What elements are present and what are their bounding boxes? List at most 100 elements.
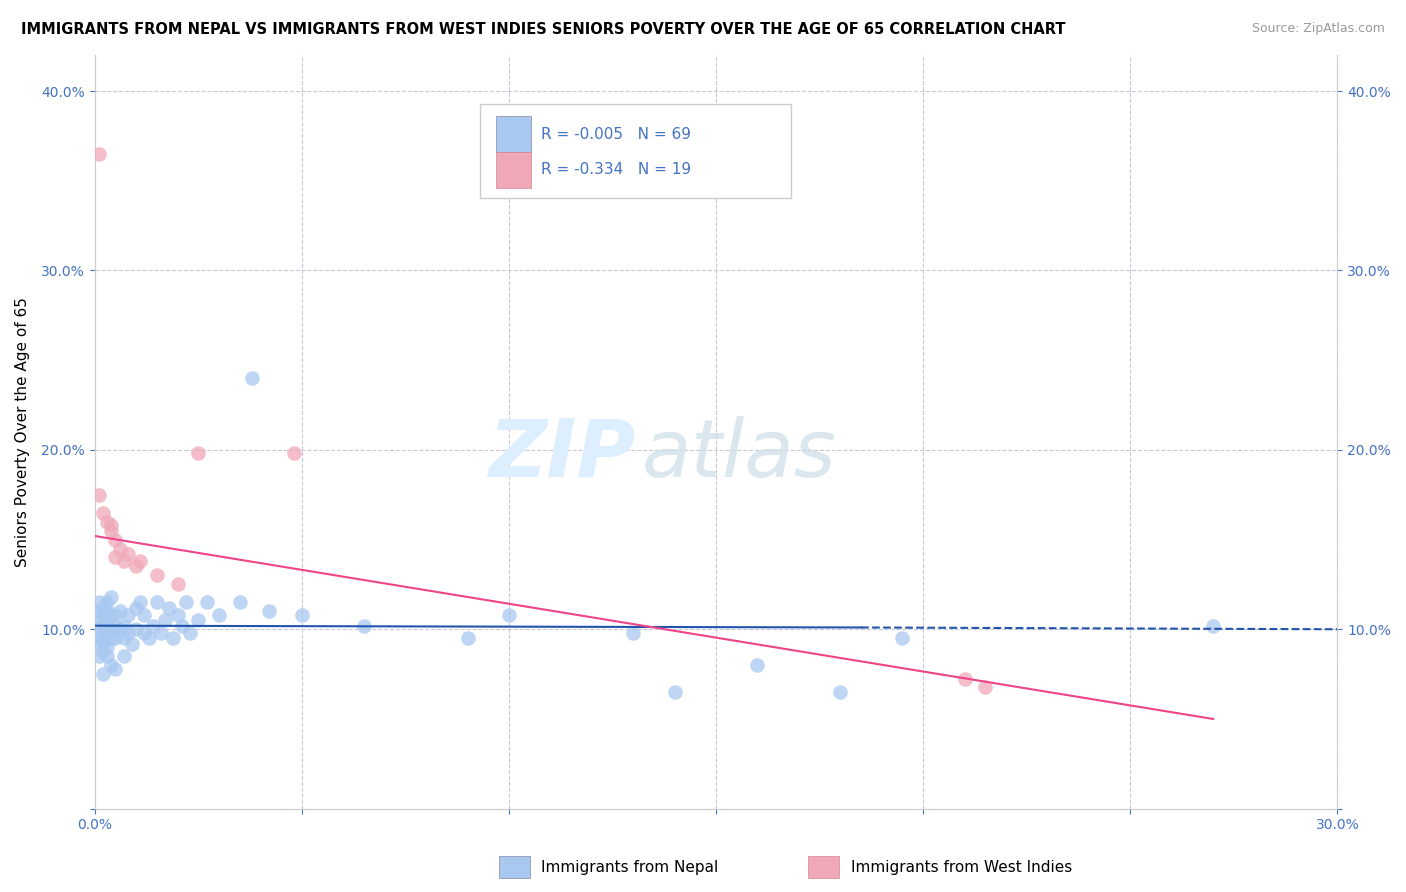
Point xyxy=(100,524,122,538)
Point xyxy=(953,673,976,687)
Text: Source: ZipAtlas.com: Source: ZipAtlas.com xyxy=(1251,22,1385,36)
Point xyxy=(87,604,110,618)
Point xyxy=(100,518,122,533)
Point xyxy=(146,568,169,582)
Point xyxy=(87,595,110,609)
Point xyxy=(162,632,184,646)
Y-axis label: Seniors Poverty Over the Age of 65: Seniors Poverty Over the Age of 65 xyxy=(15,297,30,566)
Point xyxy=(96,640,118,655)
Point xyxy=(353,618,375,632)
Point xyxy=(96,604,118,618)
Text: R = -0.334   N = 19: R = -0.334 N = 19 xyxy=(541,162,690,178)
Point xyxy=(208,607,231,622)
Point xyxy=(100,658,122,673)
Point xyxy=(100,622,122,636)
Point xyxy=(104,533,127,547)
Point xyxy=(664,685,686,699)
Point xyxy=(87,632,110,646)
Text: IMMIGRANTS FROM NEPAL VS IMMIGRANTS FROM WEST INDIES SENIORS POVERTY OVER THE AG: IMMIGRANTS FROM NEPAL VS IMMIGRANTS FROM… xyxy=(21,22,1066,37)
Point xyxy=(125,622,148,636)
Point xyxy=(104,618,127,632)
Point xyxy=(187,613,209,627)
Point xyxy=(91,667,114,681)
Point xyxy=(96,515,118,529)
Point xyxy=(125,600,148,615)
Point xyxy=(112,632,135,646)
Point xyxy=(104,662,127,676)
Point xyxy=(240,371,263,385)
Text: atlas: atlas xyxy=(641,416,837,493)
Point xyxy=(134,607,156,622)
Point xyxy=(96,649,118,664)
Point xyxy=(108,622,131,636)
Point xyxy=(112,649,135,664)
Point xyxy=(257,604,280,618)
Point xyxy=(179,625,201,640)
Point xyxy=(134,625,156,640)
Point xyxy=(291,607,314,622)
Point xyxy=(91,625,114,640)
Text: Immigrants from Nepal: Immigrants from Nepal xyxy=(541,860,718,874)
Point xyxy=(129,554,152,568)
Point xyxy=(91,506,114,520)
Text: ZIP: ZIP xyxy=(488,416,636,493)
Point xyxy=(117,607,139,622)
Point xyxy=(87,622,110,636)
Point xyxy=(104,550,127,565)
Point xyxy=(91,607,114,622)
Point xyxy=(87,613,110,627)
Point xyxy=(498,607,520,622)
Point xyxy=(283,446,305,460)
Point xyxy=(621,625,644,640)
Point xyxy=(153,613,176,627)
Point xyxy=(891,632,914,646)
Point xyxy=(87,488,110,502)
Point xyxy=(91,644,114,658)
Point xyxy=(87,637,110,651)
Point xyxy=(974,680,997,694)
Point xyxy=(228,595,250,609)
Point xyxy=(174,595,197,609)
Point xyxy=(100,632,122,646)
Point xyxy=(96,622,118,636)
Text: R = -0.005   N = 69: R = -0.005 N = 69 xyxy=(541,127,690,142)
Point xyxy=(195,595,218,609)
Point xyxy=(100,590,122,604)
FancyBboxPatch shape xyxy=(496,152,531,187)
Point xyxy=(100,607,122,622)
Point xyxy=(747,658,769,673)
Point xyxy=(108,541,131,556)
Point xyxy=(149,625,172,640)
Point xyxy=(166,577,188,591)
Text: Immigrants from West Indies: Immigrants from West Indies xyxy=(851,860,1071,874)
Point xyxy=(104,632,127,646)
Point xyxy=(117,547,139,561)
FancyBboxPatch shape xyxy=(479,104,790,198)
Point xyxy=(170,618,193,632)
Point xyxy=(108,604,131,618)
Point xyxy=(117,625,139,640)
Point xyxy=(96,613,118,627)
Point xyxy=(96,595,118,609)
Point xyxy=(104,607,127,622)
FancyBboxPatch shape xyxy=(496,116,531,153)
Point xyxy=(112,554,135,568)
Point xyxy=(830,685,852,699)
Point xyxy=(121,637,143,651)
Point xyxy=(91,635,114,649)
Point xyxy=(142,618,165,632)
Point xyxy=(138,632,160,646)
Point xyxy=(157,600,180,615)
Point xyxy=(112,618,135,632)
Point xyxy=(125,559,148,574)
Point xyxy=(87,649,110,664)
Point xyxy=(87,146,110,161)
Point xyxy=(187,446,209,460)
Point xyxy=(1202,618,1225,632)
Point xyxy=(457,632,479,646)
Point xyxy=(166,607,188,622)
Point xyxy=(129,595,152,609)
Point xyxy=(91,616,114,631)
Point xyxy=(146,595,169,609)
Point xyxy=(91,600,114,615)
